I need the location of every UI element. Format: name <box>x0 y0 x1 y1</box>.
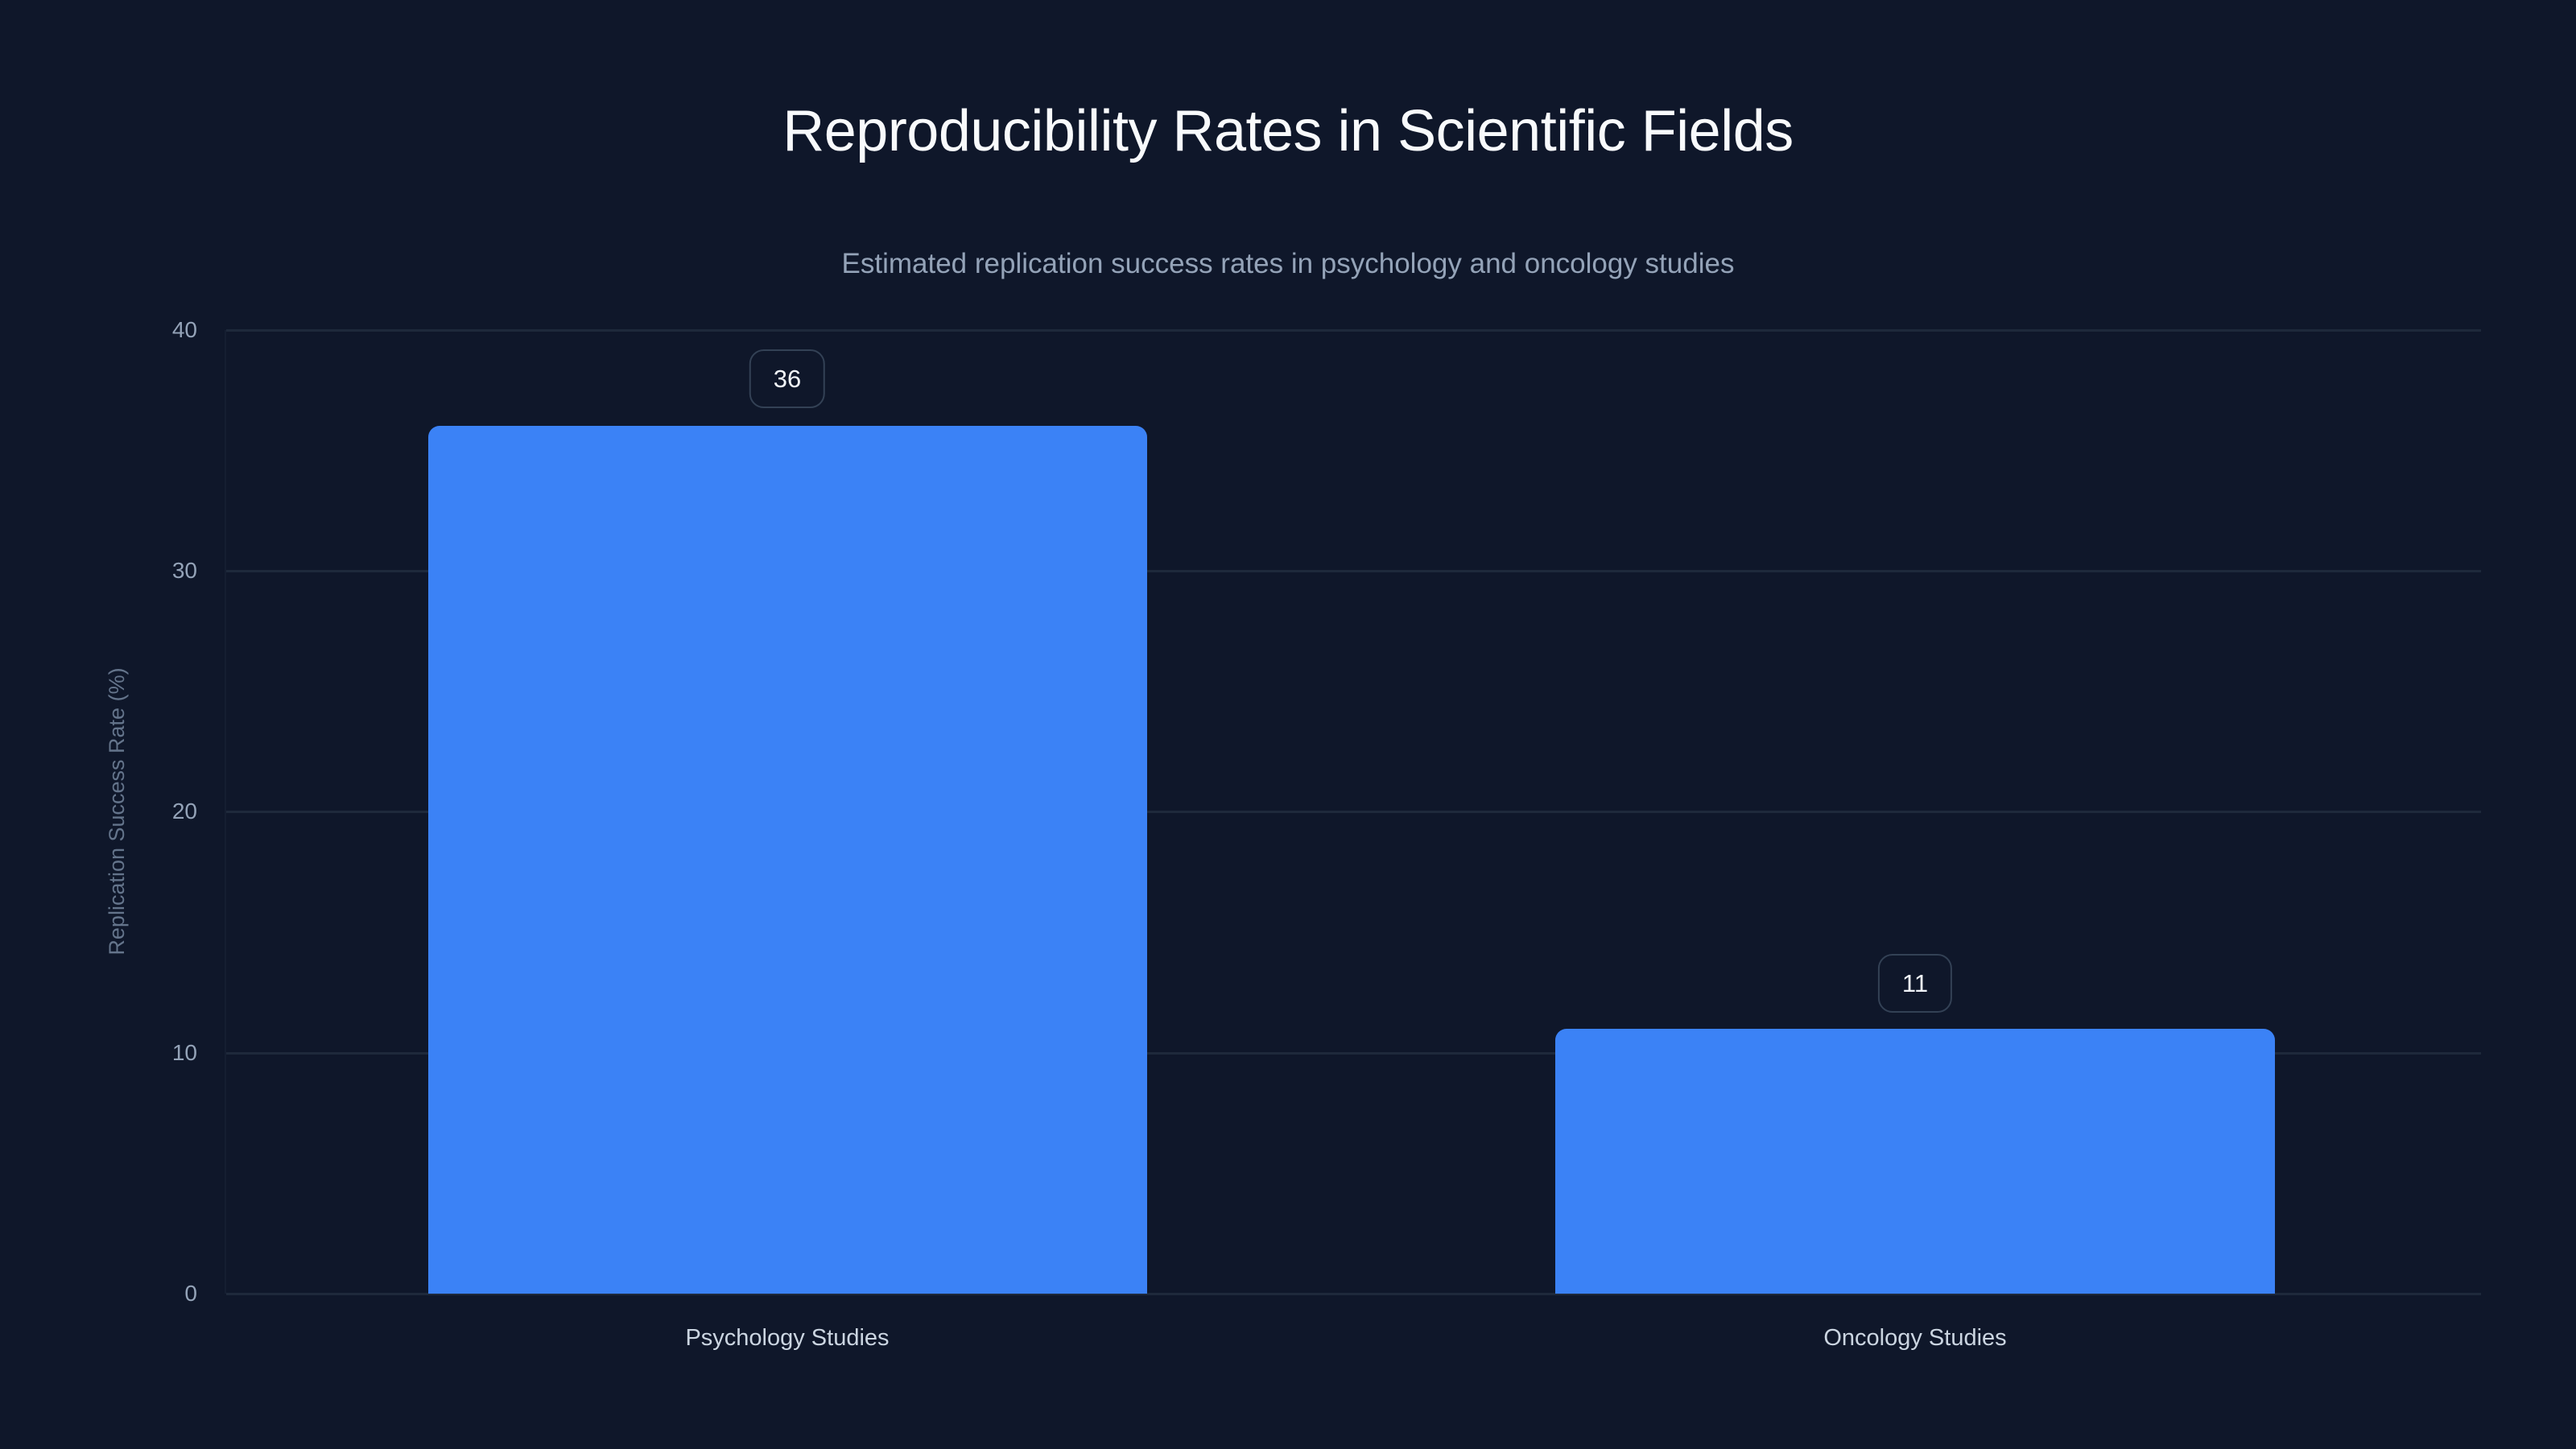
chart-title: Reproducibility Rates in Scientific Fiel… <box>782 99 1794 163</box>
y-tick-0: 0 <box>184 1281 197 1306</box>
gridline-40 <box>226 329 2481 332</box>
x-tick-psychology-studies: Psychology Studies <box>685 1325 890 1351</box>
y-tick-10: 10 <box>171 1040 197 1065</box>
chart-subtitle: Estimated replication success rates in p… <box>841 248 1735 279</box>
value-label-psychology: 36 <box>749 349 826 408</box>
x-tick-oncology-studies: Oncology Studies <box>1823 1325 2007 1351</box>
value-label-oncology: 11 <box>1877 954 1953 1013</box>
y-tick-40: 40 <box>171 317 197 342</box>
gridline-10 <box>226 1052 2481 1055</box>
gridline-20 <box>226 811 2481 813</box>
gridline-30 <box>226 570 2481 572</box>
y-tick-30: 30 <box>171 558 197 583</box>
bar-oncology-studies[interactable] <box>1555 1029 2275 1294</box>
plot-area <box>225 329 2481 1295</box>
bar-psychology-studies[interactable] <box>428 426 1147 1294</box>
baseline-0 <box>226 1293 2481 1295</box>
y-tick-20: 20 <box>171 799 197 824</box>
